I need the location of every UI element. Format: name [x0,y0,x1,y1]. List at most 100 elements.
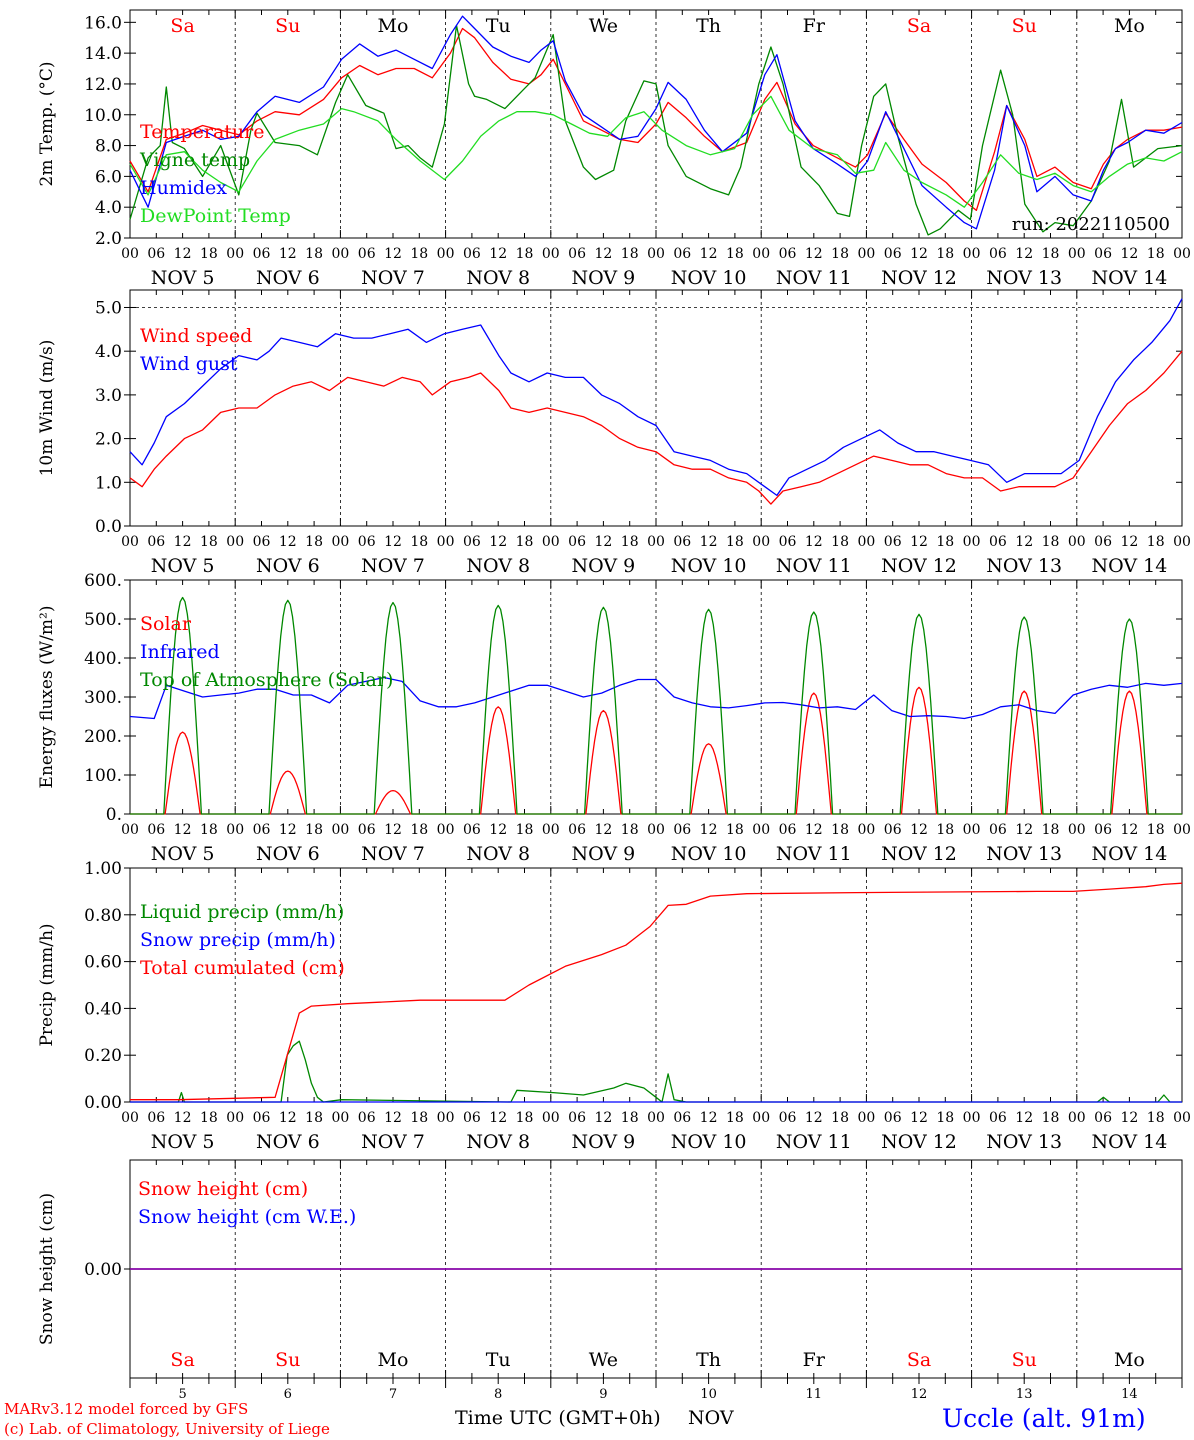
hour-tick-label: 18 [1147,534,1165,550]
hour-tick-label: 06 [358,246,376,262]
hour-tick-label: 00 [437,822,455,838]
hour-tick-label: 12 [1015,246,1033,262]
panel-snow: 0.00 Snow height (cm) Snow height (cm) Snow… [37,1159,1183,1402]
date-label: NOV 14 [1091,555,1167,577]
series-line-vigne-temp [129,24,1183,236]
series-line-dewpoint-temp [129,95,1183,208]
hour-tick-label: 06 [568,1110,586,1126]
date-label: NOV 5 [151,555,215,577]
hour-tick-label: 12 [805,1110,823,1126]
day-name: Sa [907,15,931,37]
hour-tick-label: 12 [174,1110,192,1126]
hour-tick-label: 00 [857,822,875,838]
hour-tick-label: 18 [726,534,744,550]
hour-tick-label: 18 [621,1110,639,1126]
hour-tick-label: 12 [1120,1110,1138,1126]
hour-tick-label: 18 [726,822,744,838]
legend-entry: DewPoint Temp [140,205,291,227]
hour-tick-label: 12 [805,246,823,262]
hour-tick-label: 06 [989,822,1007,838]
day-number: 13 [1016,1387,1033,1402]
credit-line-2: (c) Lab. of Climatology, University of L… [4,1420,330,1438]
date-label: NOV 10 [671,555,747,577]
hour-tick-label: 00 [331,1110,349,1126]
date-label: NOV 7 [361,555,425,577]
series-line-infrared [129,676,1183,720]
hour-tick-label: 18 [621,246,639,262]
legend-entry: Total cumulated (cm) [140,957,345,979]
hour-tick-label: 12 [910,534,928,550]
hour-tick-label: 12 [174,822,192,838]
hour-tick-label: 00 [963,534,981,550]
hour-tick-label: 00 [752,246,770,262]
hour-tick-label: 00 [647,1110,665,1126]
day-name: Fr [803,1349,826,1371]
date-label: NOV 12 [881,843,957,865]
date-label: NOV 11 [776,1131,852,1153]
hour-tick-label: 18 [516,1110,534,1126]
day-number: 11 [806,1387,823,1402]
hour-tick-label: 06 [147,1110,165,1126]
hour-tick-label: 00 [542,246,560,262]
hour-tick-label: 12 [910,246,928,262]
date-label: NOV 9 [572,555,636,577]
date-label: NOV 8 [466,267,530,289]
y-tick-label: 300. [84,688,122,708]
hour-tick-label: 06 [463,246,481,262]
hour-tick-label: 06 [779,246,797,262]
day-number: 7 [389,1387,397,1402]
hour-tick-label: 06 [673,534,691,550]
hour-tick-label: 12 [594,246,612,262]
day-number: 5 [178,1387,186,1402]
hour-tick-label: 18 [200,534,218,550]
day-name: Sa [170,1349,194,1371]
day-number: 14 [1121,1387,1138,1402]
hour-tick-label: 00 [121,1110,139,1126]
date-label: NOV 11 [776,843,852,865]
y-axis-label: 10m Wind (m/s) [37,340,57,477]
hour-tick-label: 06 [147,246,165,262]
hour-tick-label: 12 [489,534,507,550]
date-label: NOV 13 [986,267,1062,289]
legend-entry: Temperature [140,121,264,143]
hour-tick-label: 12 [174,246,192,262]
hour-tick-label: 12 [489,1110,507,1126]
hour-tick-label: 18 [936,1110,954,1126]
hour-tick-label: 00 [857,534,875,550]
hour-tick-label: 06 [779,822,797,838]
hour-tick-label: 00 [1068,822,1086,838]
hour-tick-label: 12 [700,246,718,262]
hour-tick-label: 18 [1147,1110,1165,1126]
hour-tick-label: 06 [673,246,691,262]
hour-tick-label: 12 [910,822,928,838]
hour-tick-label: 06 [779,534,797,550]
hour-tick-label: 18 [1042,534,1060,550]
y-tick-label: 0.00 [84,1260,122,1280]
day-name: Mo [378,1349,409,1371]
hour-tick-label: 06 [1094,246,1112,262]
hour-tick-label: 12 [594,534,612,550]
series-line-wind-speed [129,350,1183,505]
hour-tick-label: 00 [542,822,560,838]
date-label: NOV 9 [572,1131,636,1153]
legend-entry: Top of Atmosphere (Solar) [140,669,393,691]
hour-tick-label: 18 [726,246,744,262]
hour-tick-label: 00 [647,246,665,262]
hour-tick-label: 18 [200,1110,218,1126]
hour-tick-label: 06 [884,534,902,550]
y-tick-label: 14.0 [84,44,122,64]
date-label: NOV 5 [151,267,215,289]
legend-entry: Snow height (cm) [138,1178,308,1200]
hour-tick-label: 00 [437,1110,455,1126]
hour-tick-label: 00 [857,1110,875,1126]
hour-tick-label: 00 [963,822,981,838]
month-label: NOV [688,1407,734,1429]
hour-tick-label: 00 [331,822,349,838]
hour-tick-label: 18 [410,534,428,550]
y-tick-label: 8.0 [95,137,122,157]
hour-tick-label: 00 [437,246,455,262]
panel-precip: 0.00 0.20 0.40 0.60 0.80 1.00 Precip (mm/h) Liq… [37,859,1191,1153]
y-tick-label: 400. [84,649,122,669]
legend-entry: Snow precip (mm/h) [140,929,336,951]
